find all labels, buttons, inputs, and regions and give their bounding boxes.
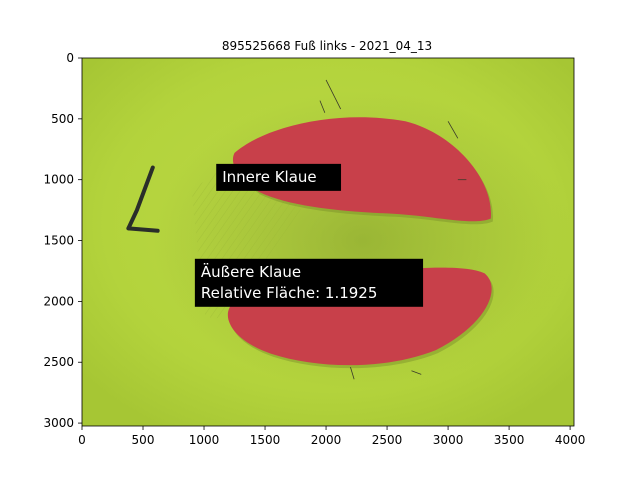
y-tick-label: 1500 bbox=[43, 234, 74, 248]
y-tick-label: 2500 bbox=[43, 355, 74, 369]
annotation-background bbox=[216, 163, 342, 191]
y-tick-label: 0 bbox=[66, 51, 74, 65]
annotation-text: Relative Fläche: 1.1925 bbox=[201, 284, 378, 302]
x-tick-label: 4000 bbox=[555, 433, 586, 447]
annotation-text: Innere Klaue bbox=[222, 168, 316, 186]
x-tick-label: 2000 bbox=[311, 433, 342, 447]
annotation-background bbox=[194, 258, 424, 307]
chart-title: 895525668 Fuß links - 2021_04_13 bbox=[222, 39, 432, 53]
x-tick-label: 3500 bbox=[494, 433, 525, 447]
annotation-layer: Innere Klaue Äußere Klaue Relative Fläche:… bbox=[194, 163, 424, 307]
axes-frame bbox=[81, 57, 575, 427]
x-tick-label: 500 bbox=[132, 433, 155, 447]
fiber bbox=[319, 100, 326, 113]
y-tick-label: 3000 bbox=[43, 416, 74, 430]
fiber bbox=[350, 366, 355, 380]
inner-claw-mask bbox=[232, 117, 492, 222]
annotation-text: Äußere Klaue bbox=[201, 262, 301, 281]
plot-image bbox=[82, 58, 574, 426]
x-tick-label: 1500 bbox=[250, 433, 281, 447]
x-tick-label: 3000 bbox=[433, 433, 464, 447]
annotation-box: Äußere Klaue Relative Fläche: 1.1925 bbox=[194, 258, 424, 307]
y-tick-label: 500 bbox=[51, 112, 74, 126]
x-tick-label: 0 bbox=[78, 433, 86, 447]
y-tick-label: 1000 bbox=[43, 173, 74, 187]
marker-letter bbox=[126, 165, 160, 233]
annotation-box: Innere Klaue bbox=[216, 163, 342, 191]
fiber bbox=[325, 79, 342, 110]
x-axis: 0 500 1000 1500 2000 2500 3000 3500 4000 bbox=[78, 426, 585, 447]
y-tick-label: 2000 bbox=[43, 294, 74, 308]
x-tick-label: 2500 bbox=[372, 433, 403, 447]
x-tick-label: 1000 bbox=[189, 433, 220, 447]
fiber bbox=[411, 370, 422, 375]
fiber bbox=[447, 121, 459, 139]
y-axis: 0 500 1000 1500 2000 2500 3000 bbox=[43, 51, 82, 430]
